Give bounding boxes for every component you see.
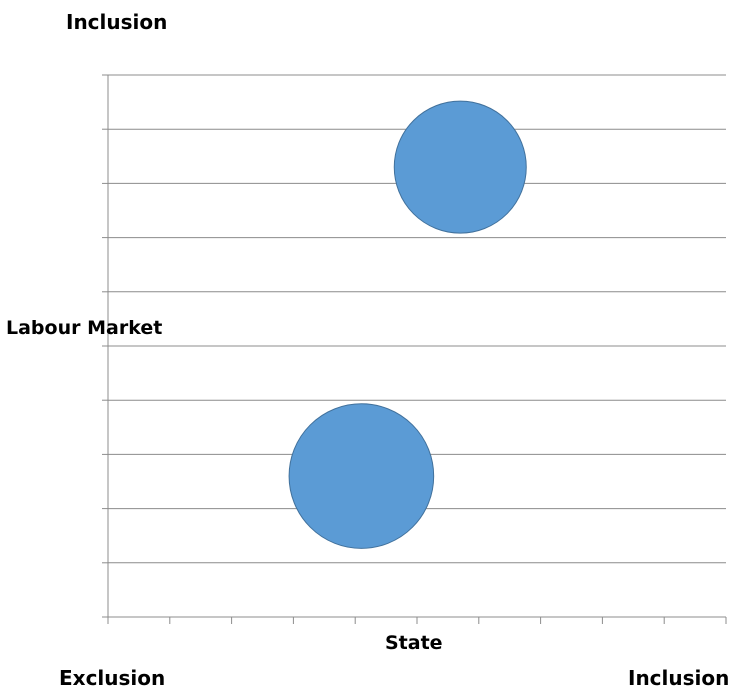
y-axis-top-label: Inclusion <box>66 10 168 34</box>
bubble <box>393 100 527 234</box>
axes <box>102 74 727 624</box>
bubble-series <box>288 100 527 549</box>
y-axis-title-text: Labour Market <box>6 317 163 339</box>
y-axis-title: Labour Market <box>6 314 162 342</box>
x-axis-title: State <box>385 632 443 654</box>
bubble <box>288 403 435 549</box>
x-axis-left-label: Exclusion <box>59 666 166 690</box>
x-axis-right-label: Inclusion <box>628 666 730 690</box>
